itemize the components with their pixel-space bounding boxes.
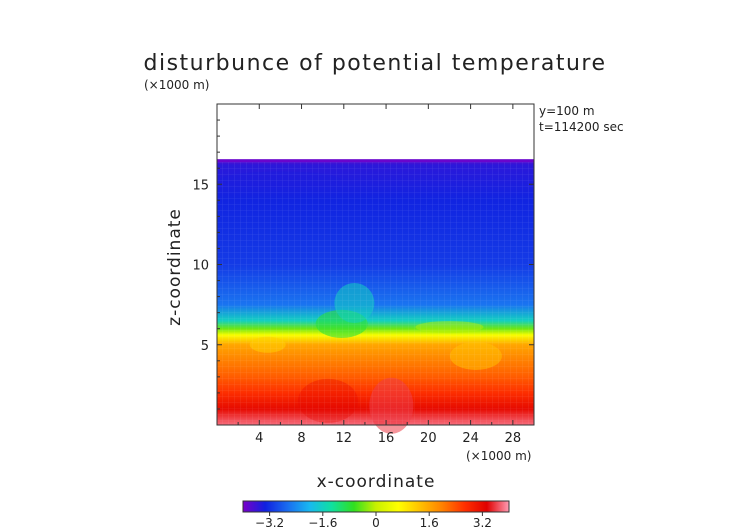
x-tick-label: 16 <box>378 431 395 446</box>
x-tick-label: 8 <box>297 431 305 446</box>
x-tick-label: 20 <box>420 431 437 446</box>
y-axis-label: z-coordinate <box>165 208 185 326</box>
top-boundary <box>217 159 534 163</box>
y-tick-label: 10 <box>192 259 209 274</box>
colorbar-tick-label: −3.2 <box>255 516 284 530</box>
colorbar-tick-label: −1.6 <box>308 516 337 530</box>
annotation-y: y=100 m <box>539 104 595 118</box>
x-tick-label: 4 <box>255 431 263 446</box>
x-tick-label: 28 <box>505 431 522 446</box>
y-tick-label: 15 <box>192 178 209 193</box>
y-tick-label: 5 <box>201 339 209 354</box>
x-tick-label: 12 <box>336 431 353 446</box>
colorbar-tick-label: 0 <box>372 516 380 530</box>
z-units-label: (×1000 m) <box>144 78 209 92</box>
y-axis: 5 10 15 <box>192 119 534 410</box>
x-units-label: (×1000 m) <box>466 449 531 463</box>
x-axis-label: x-coordinate <box>317 472 436 492</box>
annotation-t: t=114200 sec <box>539 120 624 134</box>
colorbar-tick-label: 3.2 <box>473 516 492 530</box>
colorbar-tick-label: 1.6 <box>420 516 439 530</box>
plot-area <box>216 103 535 434</box>
x-tick-label: 24 <box>462 431 479 446</box>
colorbar-ticks: −3.2 −1.6 0 1.6 3.2 <box>255 512 492 530</box>
chart-title: disturbunce of potential temperature <box>144 51 607 76</box>
x-axis: 4 8 12 16 20 24 28 <box>237 104 522 446</box>
field-texture <box>217 162 534 425</box>
colorbar <box>242 500 510 513</box>
